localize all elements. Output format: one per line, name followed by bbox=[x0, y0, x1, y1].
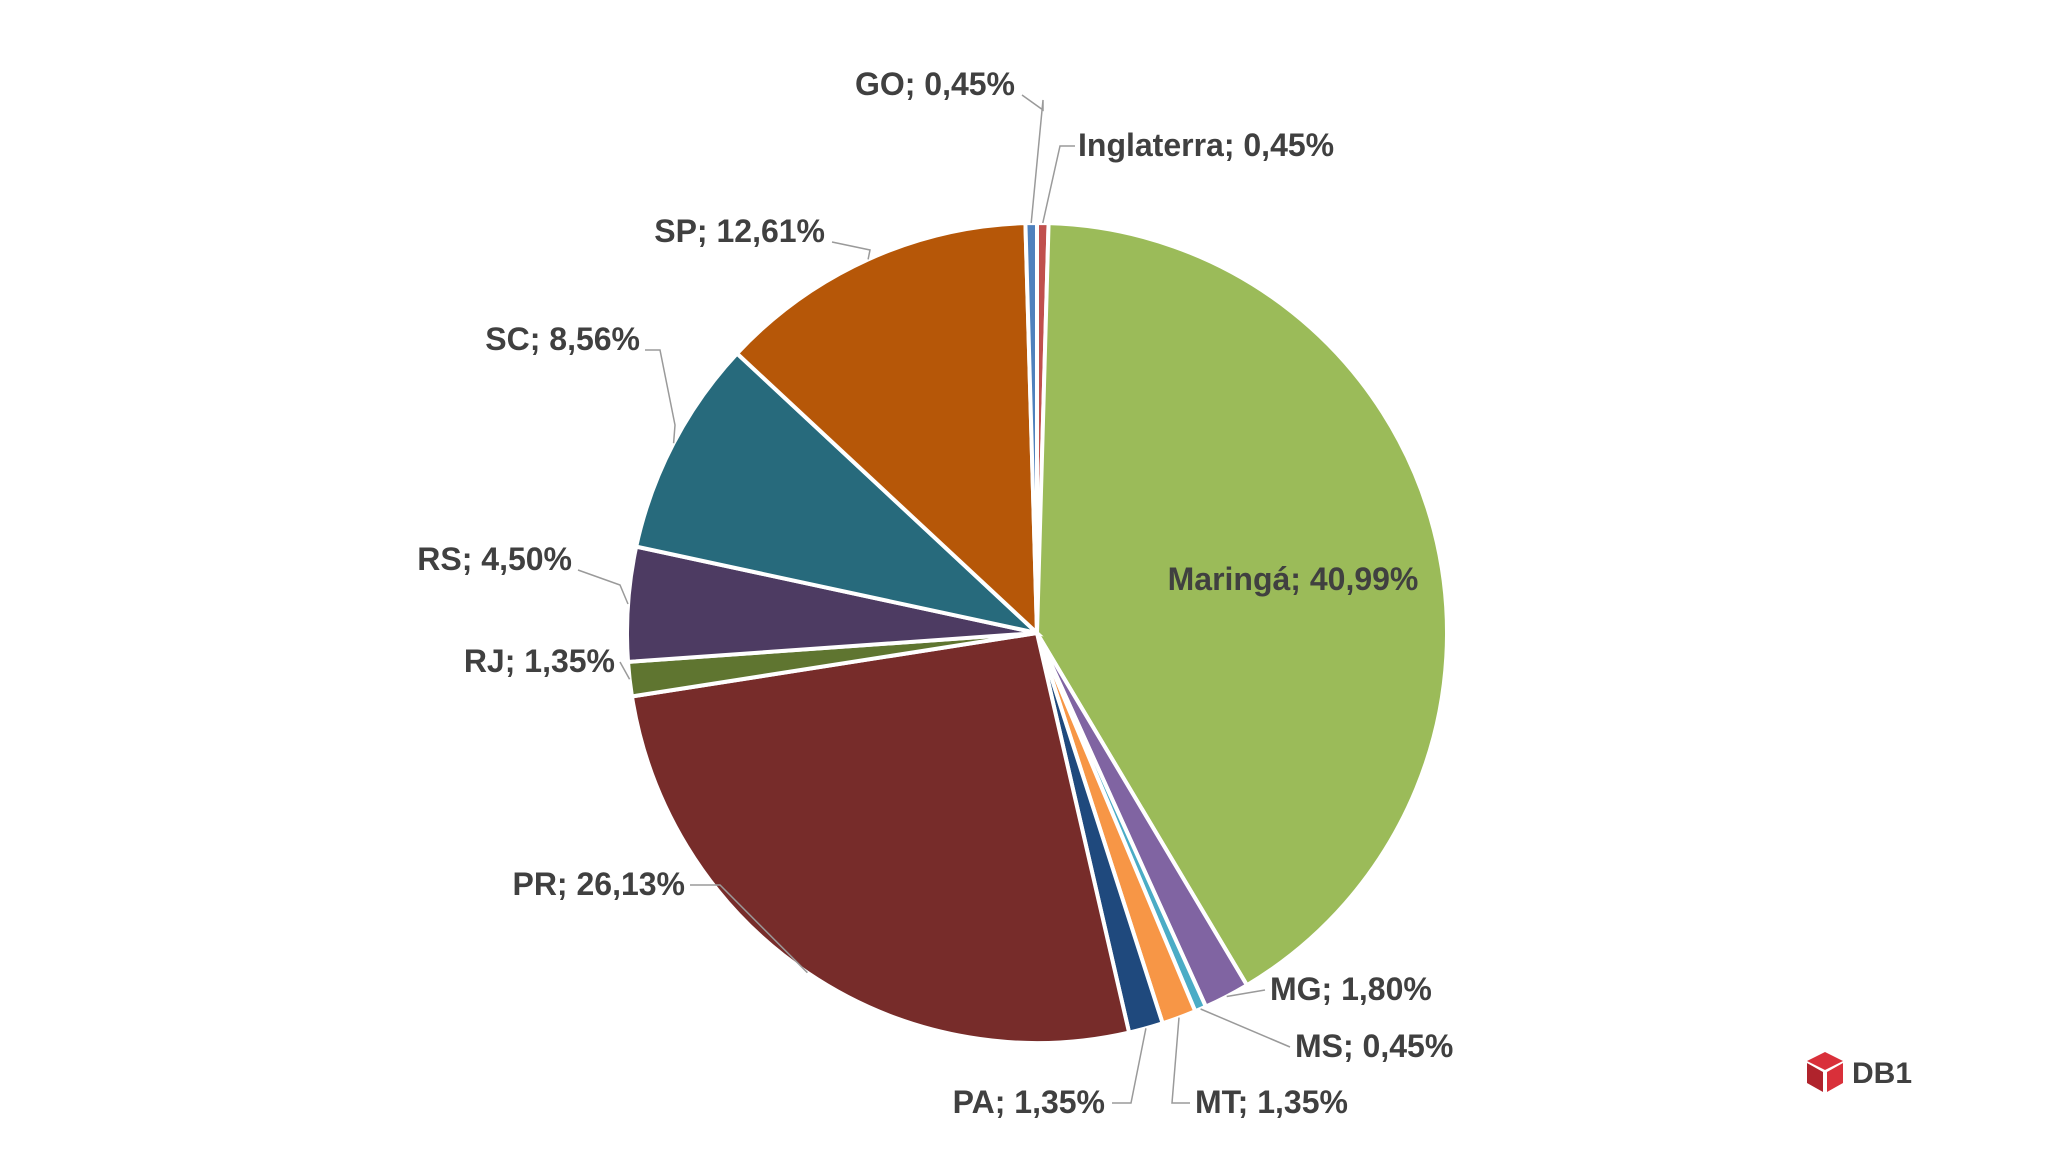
leader-line bbox=[831, 241, 871, 260]
slice-label: MG; 1,80% bbox=[1270, 971, 1432, 1007]
cube-icon bbox=[1807, 1052, 1843, 1092]
slice-label: SP; 12,61% bbox=[654, 213, 825, 249]
slice-label: MS; 0,45% bbox=[1295, 1028, 1453, 1064]
leader-lines bbox=[577, 94, 1291, 1104]
slice-label: Inglaterra; 0,45% bbox=[1078, 127, 1334, 163]
slice-labels: Inglaterra; 0,45% Maringá; 40,99% MG; 1,80… bbox=[417, 66, 1453, 1120]
slice-label: GO; 0,45% bbox=[855, 66, 1015, 102]
leader-line bbox=[1171, 1017, 1190, 1104]
slice-label: PA; 1,35% bbox=[953, 1084, 1105, 1120]
pie-slice-maringa bbox=[1034, 221, 1449, 988]
leader-line bbox=[1112, 1028, 1147, 1104]
logo-text: DB1 bbox=[1852, 1057, 1912, 1090]
slice-label: SC; 8,56% bbox=[485, 321, 640, 357]
slice-label: RJ; 1,35% bbox=[464, 643, 615, 679]
pie-slice-go bbox=[1023, 220, 1039, 634]
slice-label: MT; 1,35% bbox=[1195, 1084, 1348, 1120]
leader-line bbox=[619, 661, 631, 680]
pie-slices bbox=[625, 220, 1449, 1045]
leader-line bbox=[577, 569, 629, 605]
leader-line bbox=[1042, 145, 1075, 224]
leader-line bbox=[1226, 989, 1266, 998]
slice-label: PR; 26,13% bbox=[512, 866, 685, 902]
db1-logo: DB1 bbox=[1807, 1052, 1912, 1092]
slice-label: RS; 4,50% bbox=[417, 541, 572, 577]
leader-line bbox=[1200, 1008, 1291, 1048]
leader-line bbox=[1021, 94, 1044, 224]
slice-label: Maringá; 40,99% bbox=[1168, 561, 1419, 597]
leader-line bbox=[690, 884, 808, 974]
pie-slice-sc bbox=[633, 350, 1044, 637]
leader-line bbox=[645, 349, 676, 444]
